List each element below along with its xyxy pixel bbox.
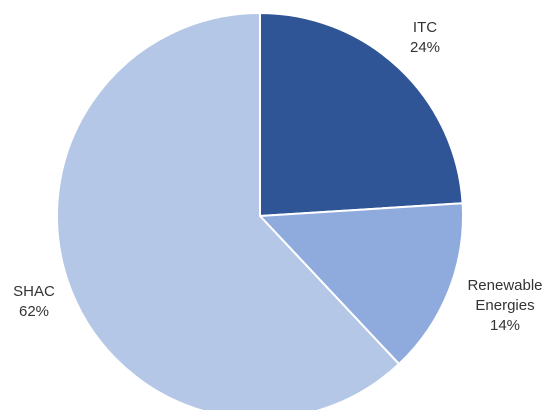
slice-name-label: SHAC — [13, 283, 55, 300]
slice-label-renewable-energies: Renewable Energies 14% — [467, 277, 542, 334]
slice-label-itc: ITC 24% — [410, 19, 440, 56]
slice-percent-label: 24% — [410, 39, 440, 56]
slice-percent-label: 62% — [19, 303, 49, 320]
slice-percent-label: 14% — [490, 317, 520, 334]
slice-name-label: Renewable — [467, 277, 542, 294]
pie-slice-itc — [259, 12, 464, 217]
pie-slice-renewable-energies — [259, 202, 464, 365]
slice-name-label: Energies — [475, 297, 534, 314]
pie-slice-shac — [55, 12, 400, 410]
slice-name-label: ITC — [413, 19, 437, 36]
slice-label-shac: SHAC 62% — [13, 283, 55, 320]
